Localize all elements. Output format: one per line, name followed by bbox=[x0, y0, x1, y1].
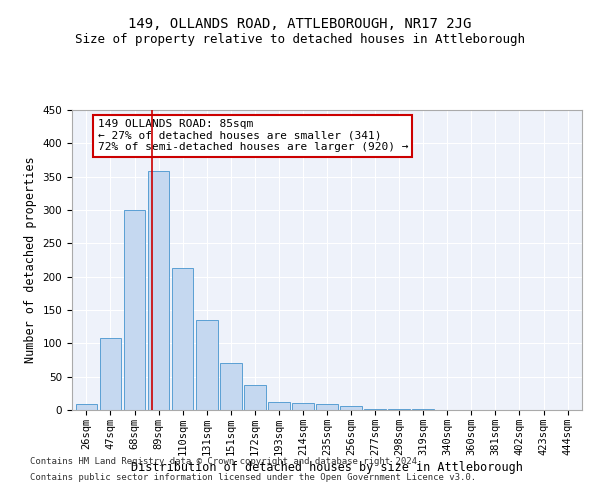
Bar bbox=[220, 364, 242, 410]
Text: 149 OLLANDS ROAD: 85sqm
← 27% of detached houses are smaller (341)
72% of semi-d: 149 OLLANDS ROAD: 85sqm ← 27% of detache… bbox=[97, 119, 408, 152]
Bar bbox=[316, 404, 338, 410]
Bar bbox=[340, 406, 362, 410]
Bar bbox=[244, 386, 266, 410]
Bar bbox=[76, 404, 97, 410]
Text: 149, OLLANDS ROAD, ATTLEBOROUGH, NR17 2JG: 149, OLLANDS ROAD, ATTLEBOROUGH, NR17 2J… bbox=[128, 18, 472, 32]
X-axis label: Distribution of detached houses by size in Attleborough: Distribution of detached houses by size … bbox=[131, 460, 523, 473]
Bar bbox=[268, 402, 290, 410]
Text: Contains HM Land Registry data © Crown copyright and database right 2024.: Contains HM Land Registry data © Crown c… bbox=[30, 458, 422, 466]
Bar bbox=[148, 172, 169, 410]
Bar bbox=[100, 338, 121, 410]
Bar bbox=[196, 320, 218, 410]
Bar bbox=[364, 408, 386, 410]
Text: Size of property relative to detached houses in Attleborough: Size of property relative to detached ho… bbox=[75, 32, 525, 46]
Y-axis label: Number of detached properties: Number of detached properties bbox=[24, 156, 37, 364]
Bar bbox=[292, 404, 314, 410]
Bar bbox=[172, 268, 193, 410]
Text: Contains public sector information licensed under the Open Government Licence v3: Contains public sector information licen… bbox=[30, 472, 476, 482]
Bar bbox=[124, 210, 145, 410]
